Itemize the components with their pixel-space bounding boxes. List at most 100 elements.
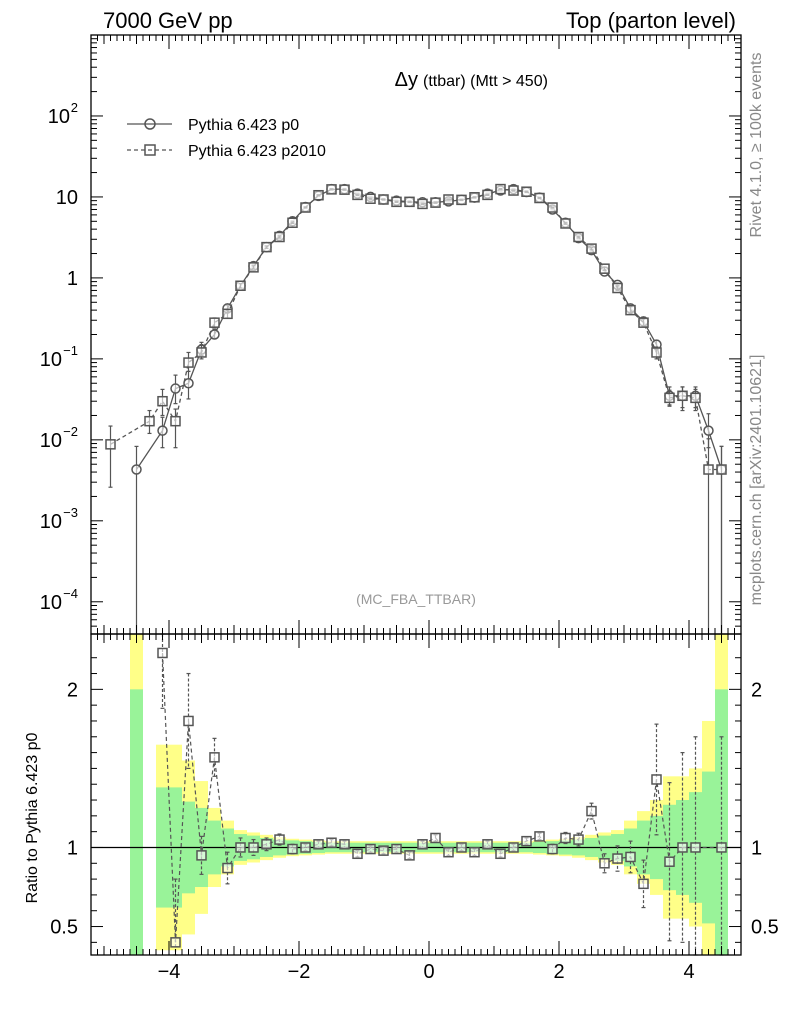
ratio-point [651, 774, 662, 785]
y-tick-label: 10 [40, 349, 62, 371]
data-point-p2010 [261, 241, 272, 253]
data-point-p2010 [417, 198, 428, 210]
data-point-p2010 [352, 189, 363, 201]
x-tick-label: −4 [158, 961, 181, 983]
y-tick-label: 10 [40, 430, 62, 452]
ratio-point [287, 843, 298, 855]
ratio-y-tick-label: 2 [67, 679, 78, 701]
data-point-p2010 [560, 218, 571, 229]
ratio-point [339, 839, 350, 850]
series-p0-line [135, 188, 723, 470]
ratio-y-tick-label-right: 0.5 [751, 917, 779, 939]
ratio-point [664, 856, 675, 867]
ratio-point [300, 842, 311, 853]
data-point-p2010 [521, 186, 532, 197]
ratio-y-tick-label: 1 [67, 837, 78, 859]
data-point-p2010 [508, 185, 519, 196]
ratio-point [573, 834, 584, 845]
ratio-point [209, 752, 220, 763]
header-right: Top (parton level) [566, 8, 736, 33]
data-point-p0 [131, 464, 142, 475]
x-tick-label: −2 [288, 961, 311, 983]
plot-title: Δy [395, 69, 418, 91]
plot-title-suffix: (ttbar) (Mtt > 450) [423, 73, 548, 90]
y-tick-label: 10 [56, 187, 78, 209]
ratio-point [196, 850, 207, 861]
data-point-p0 [183, 377, 194, 389]
ratio-point [560, 832, 571, 844]
data-point-p2010 [209, 317, 220, 328]
legend-marker-circle [144, 118, 156, 130]
data-point-p2010 [638, 317, 649, 328]
data-point-p2010 [313, 189, 324, 201]
data-point-p0 [157, 425, 168, 436]
data-point-p2010 [300, 202, 311, 213]
data-point-p2010 [157, 395, 168, 407]
y-tick-exponent: −1 [63, 343, 78, 358]
ratio-point [183, 715, 194, 727]
data-point-p2010 [599, 263, 610, 274]
ratio-point [534, 831, 545, 842]
ratio-series-line [161, 652, 722, 943]
y-tick-label: 10 [40, 592, 62, 614]
legend: Pythia 6.423 p0 Pythia 6.423 p2010 [127, 117, 326, 160]
data-point-p2010 [365, 193, 376, 204]
data-point-p2010 [456, 194, 467, 206]
x-tick-label: 2 [553, 961, 564, 983]
data-point-p2010 [625, 304, 636, 316]
ratio-point [326, 837, 337, 848]
data-point-p2010 [586, 243, 597, 254]
ratio-point [404, 850, 415, 861]
y-tick-exponent: −2 [63, 424, 78, 439]
data-point-p2010 [495, 183, 506, 195]
data-point-p0 [703, 425, 714, 436]
data-point-p2010 [547, 202, 558, 213]
ratio-point [378, 845, 389, 856]
data-point-p2010 [404, 196, 415, 208]
ratio-point [443, 846, 454, 858]
data-point-p2010 [222, 308, 233, 320]
data-point-p2010 [703, 464, 714, 475]
data-point-p2010 [274, 231, 285, 243]
ratio-point [430, 832, 441, 844]
ratio-point [599, 858, 610, 869]
data-point-p2010 [651, 347, 662, 358]
data-point-p2010 [183, 357, 194, 368]
ratio-point [716, 842, 727, 853]
ratio-band-layer [130, 634, 728, 955]
ratio-point [313, 839, 324, 850]
ratio-point [547, 843, 558, 855]
ratio-point [690, 842, 701, 853]
data-point-p2010 [105, 439, 116, 450]
ratio-point [235, 842, 246, 853]
data-point-p2010 [443, 194, 454, 205]
data-point-p2010 [612, 282, 623, 294]
y-tick-label: 10 [40, 511, 62, 533]
ratio-y-tick-label-right: 2 [751, 679, 762, 701]
data-point-p2010 [196, 347, 207, 358]
ratio-point [417, 839, 428, 850]
ratio-ylabel: Ratio to Pythia 6.423 p0 [24, 733, 41, 904]
y-tick-exponent: −4 [63, 586, 78, 601]
data-point-p2010 [235, 280, 246, 292]
ratio-point [521, 835, 532, 847]
legend-label-p2010: Pythia 6.423 p2010 [188, 143, 326, 160]
ratio-point [508, 842, 519, 853]
ratio-point [222, 862, 233, 874]
data-point-p2010 [664, 392, 675, 404]
analysis-watermark: (MC_FBA_TTBAR) [356, 591, 476, 607]
ratio-point [157, 647, 168, 659]
ratio-point [456, 842, 467, 853]
band-inner [130, 689, 143, 955]
side-label-upper: Rivet 4.1.0, ≥ 100k events [748, 53, 765, 238]
main-panel [105, 183, 727, 634]
x-tick-label: 4 [683, 961, 694, 983]
ratio-point [625, 851, 636, 863]
data-point-p2010 [534, 192, 545, 204]
y-tick-exponent: −3 [63, 505, 78, 520]
ratio-point [261, 839, 272, 850]
x-tick-label: 0 [423, 961, 434, 983]
data-point-p2010 [287, 217, 298, 228]
data-point-p2010 [170, 415, 181, 427]
